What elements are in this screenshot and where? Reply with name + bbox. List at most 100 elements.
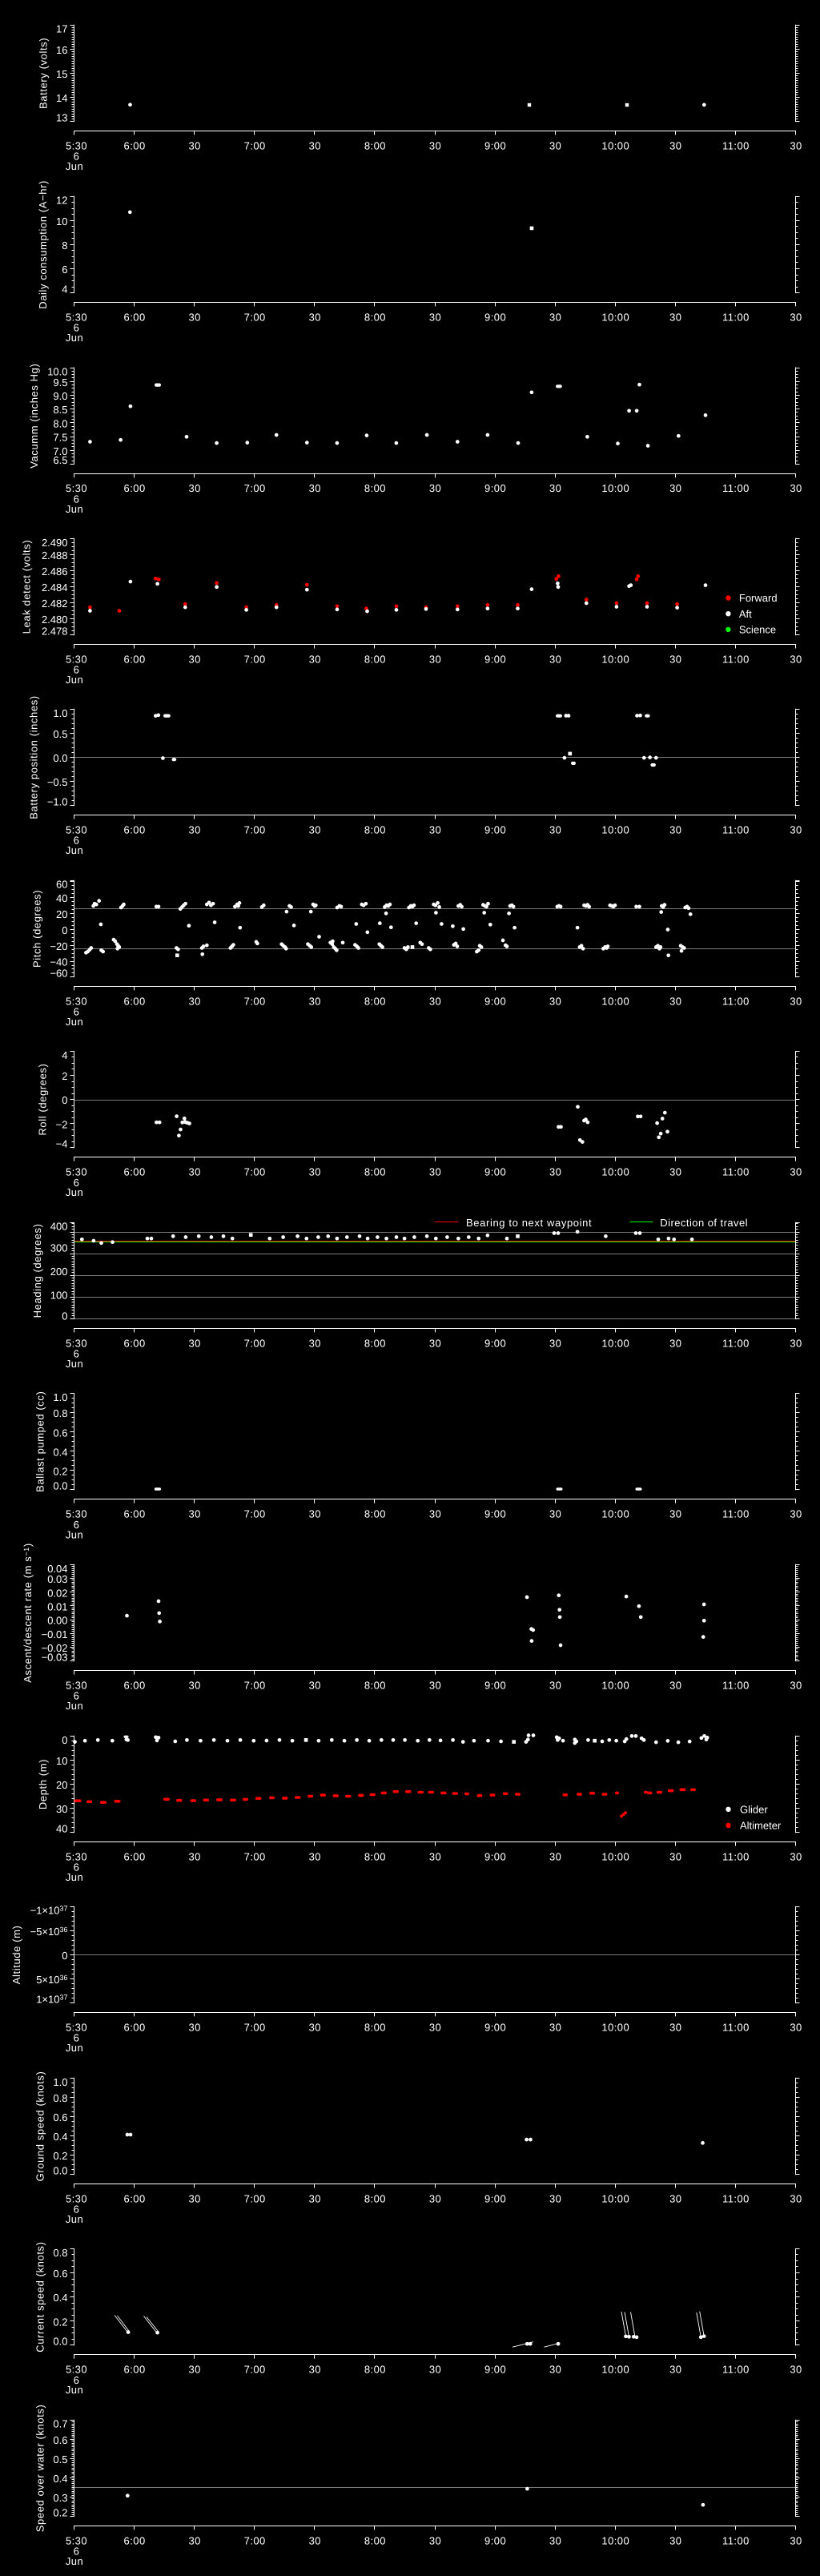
svg-text:30: 30 xyxy=(309,2534,321,2546)
svg-text:1.0: 1.0 xyxy=(53,707,67,719)
svg-text:30: 30 xyxy=(189,824,201,836)
svg-text:Battery (volts): Battery (volts) xyxy=(37,38,49,109)
svg-text:9:00: 9:00 xyxy=(484,824,506,836)
svg-text:30: 30 xyxy=(790,1166,802,1178)
svg-text:30: 30 xyxy=(669,311,681,323)
svg-text:200: 200 xyxy=(50,1266,68,1278)
svg-text:7:00: 7:00 xyxy=(244,2193,266,2205)
svg-text:7:00: 7:00 xyxy=(244,1851,266,1863)
svg-text:5:30: 5:30 xyxy=(66,654,87,666)
svg-text:30: 30 xyxy=(189,2534,201,2546)
svg-text:0.04: 0.04 xyxy=(47,1563,67,1575)
svg-text:30: 30 xyxy=(669,2534,681,2546)
svg-text:30: 30 xyxy=(429,2364,441,2376)
svg-text:10:00: 10:00 xyxy=(601,311,629,323)
svg-text:−20: −20 xyxy=(50,940,67,952)
svg-text:7:00: 7:00 xyxy=(244,1166,266,1178)
svg-text:30: 30 xyxy=(429,995,441,1007)
svg-text:9:00: 9:00 xyxy=(484,139,506,151)
svg-text:30: 30 xyxy=(790,2364,802,2376)
svg-text:30: 30 xyxy=(309,1508,321,1520)
svg-text:6: 6 xyxy=(74,1177,80,1189)
svg-text:30: 30 xyxy=(549,2364,561,2376)
svg-text:Pitch (degrees): Pitch (degrees) xyxy=(31,890,43,968)
svg-text:7:00: 7:00 xyxy=(244,1508,266,1520)
svg-text:10:00: 10:00 xyxy=(601,995,629,1007)
svg-text:30: 30 xyxy=(309,824,321,836)
svg-text:Science: Science xyxy=(739,624,776,636)
svg-text:100: 100 xyxy=(50,1290,68,1302)
svg-text:Ground speed (knots): Ground speed (knots) xyxy=(34,2071,46,2182)
svg-text:13: 13 xyxy=(56,111,67,123)
svg-text:30: 30 xyxy=(429,1680,441,1692)
svg-text:6:00: 6:00 xyxy=(124,1680,146,1692)
svg-text:30: 30 xyxy=(309,482,321,494)
svg-text:6.5: 6.5 xyxy=(53,454,67,466)
svg-text:Glider: Glider xyxy=(740,1803,768,1815)
svg-text:7:00: 7:00 xyxy=(244,995,266,1007)
svg-text:Forward: Forward xyxy=(739,592,778,604)
svg-text:Altimeter: Altimeter xyxy=(740,1820,782,1832)
svg-text:11:00: 11:00 xyxy=(722,2193,750,2205)
svg-text:−1×1037: −1×1037 xyxy=(30,1905,68,1917)
svg-text:30: 30 xyxy=(549,1508,561,1520)
svg-text:6:00: 6:00 xyxy=(124,2364,146,2376)
svg-text:6:00: 6:00 xyxy=(124,1337,146,1349)
svg-text:30: 30 xyxy=(790,654,802,666)
svg-text:6:00: 6:00 xyxy=(124,2021,146,2033)
svg-text:8:00: 8:00 xyxy=(364,2193,386,2205)
svg-text:Jun: Jun xyxy=(66,2042,83,2054)
svg-text:30: 30 xyxy=(309,995,321,1007)
svg-text:6: 6 xyxy=(74,1862,80,1874)
svg-text:Speed over water (knots): Speed over water (knots) xyxy=(34,2405,46,2533)
svg-text:11:00: 11:00 xyxy=(722,1680,750,1692)
svg-text:9:00: 9:00 xyxy=(484,1508,506,1520)
svg-text:Leak detect (volts): Leak detect (volts) xyxy=(21,540,33,634)
svg-text:5:30: 5:30 xyxy=(66,2193,87,2205)
svg-text:16: 16 xyxy=(56,44,67,56)
svg-text:10:00: 10:00 xyxy=(601,2193,629,2205)
svg-text:0.4: 0.4 xyxy=(53,2473,67,2485)
svg-text:11:00: 11:00 xyxy=(722,995,750,1007)
svg-text:30: 30 xyxy=(429,2021,441,2033)
svg-text:0.8: 0.8 xyxy=(53,2092,67,2104)
svg-text:30: 30 xyxy=(189,1680,201,1692)
svg-text:40: 40 xyxy=(56,1822,67,1834)
svg-text:30: 30 xyxy=(669,2021,681,2033)
svg-text:Jun: Jun xyxy=(66,1871,83,1883)
svg-text:0.8: 0.8 xyxy=(53,1407,67,1419)
svg-text:30: 30 xyxy=(429,2534,441,2546)
svg-text:30: 30 xyxy=(309,139,321,151)
svg-text:30: 30 xyxy=(429,139,441,151)
svg-text:7:00: 7:00 xyxy=(244,139,266,151)
svg-text:30: 30 xyxy=(549,2193,561,2205)
svg-text:10: 10 xyxy=(56,215,67,227)
svg-text:5:30: 5:30 xyxy=(66,995,87,1007)
svg-text:30: 30 xyxy=(189,482,201,494)
svg-text:0.4: 0.4 xyxy=(53,2292,67,2304)
svg-text:30: 30 xyxy=(309,311,321,323)
svg-text:Bearing to next waypoint: Bearing to next waypoint xyxy=(466,1217,592,1229)
svg-text:20: 20 xyxy=(56,1779,67,1791)
svg-text:−5×1036: −5×1036 xyxy=(30,1926,68,1938)
svg-text:30: 30 xyxy=(309,654,321,666)
svg-text:30: 30 xyxy=(790,2021,802,2033)
svg-text:30: 30 xyxy=(669,139,681,151)
svg-text:−60: −60 xyxy=(50,967,67,979)
svg-text:30: 30 xyxy=(549,1680,561,1692)
svg-text:30: 30 xyxy=(549,1851,561,1863)
svg-text:15: 15 xyxy=(56,68,67,80)
svg-text:10:00: 10:00 xyxy=(601,2534,629,2546)
svg-text:Daily consumption (A−hr): Daily consumption (A−hr) xyxy=(37,180,49,309)
svg-text:Roll (degrees): Roll (degrees) xyxy=(37,1064,49,1136)
svg-text:6: 6 xyxy=(74,2374,80,2386)
svg-text:−0.01: −0.01 xyxy=(42,1628,68,1640)
svg-text:2.490: 2.490 xyxy=(42,537,68,549)
svg-text:10:00: 10:00 xyxy=(601,482,629,494)
svg-text:9:00: 9:00 xyxy=(484,311,506,323)
svg-text:30: 30 xyxy=(549,1166,561,1178)
svg-text:0.00: 0.00 xyxy=(47,1615,67,1627)
svg-text:6:00: 6:00 xyxy=(124,482,146,494)
svg-text:0.6: 0.6 xyxy=(53,2268,67,2280)
svg-text:30: 30 xyxy=(790,1337,802,1349)
